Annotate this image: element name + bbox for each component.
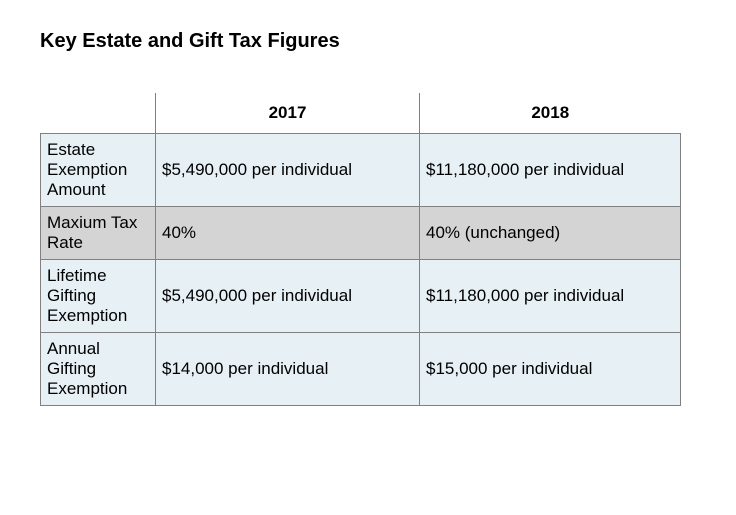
cell-value: $15,000 per individual: [420, 333, 681, 406]
header-blank: [41, 93, 156, 134]
table-row: Maxium Tax Rate 40% 40% (unchanged): [41, 207, 681, 260]
cell-value: $11,180,000 per individual: [420, 260, 681, 333]
header-year-2018: 2018: [420, 93, 681, 134]
cell-value: $5,490,000 per individual: [156, 260, 420, 333]
row-label: Estate Exemption Amount: [41, 134, 156, 207]
cell-value: $14,000 per individual: [156, 333, 420, 406]
table-row: Annual Gifting Exemption $14,000 per ind…: [41, 333, 681, 406]
row-label: Maxium Tax Rate: [41, 207, 156, 260]
cell-value: $5,490,000 per individual: [156, 134, 420, 207]
row-label: Annual Gifting Exemption: [41, 333, 156, 406]
cell-value: 40%: [156, 207, 420, 260]
row-label: Lifetime Gifting Exemption: [41, 260, 156, 333]
tax-figures-table: 2017 2018 Estate Exemption Amount $5,490…: [40, 93, 681, 406]
cell-value: 40% (unchanged): [420, 207, 681, 260]
table-row: Lifetime Gifting Exemption $5,490,000 pe…: [41, 260, 681, 333]
cell-value: $11,180,000 per individual: [420, 134, 681, 207]
table-row: Estate Exemption Amount $5,490,000 per i…: [41, 134, 681, 207]
page-title: Key Estate and Gift Tax Figures: [40, 30, 696, 53]
table-header-row: 2017 2018: [41, 93, 681, 134]
header-year-2017: 2017: [156, 93, 420, 134]
